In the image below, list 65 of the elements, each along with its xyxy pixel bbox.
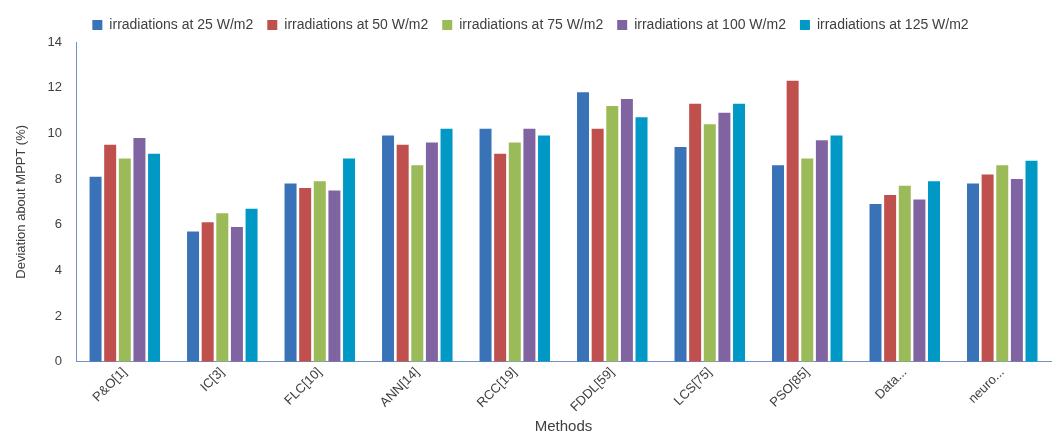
bar <box>508 142 521 362</box>
bar <box>538 135 551 362</box>
bar <box>523 128 536 362</box>
bar <box>148 153 161 362</box>
bar <box>996 165 1009 362</box>
bar <box>718 112 731 362</box>
bar <box>299 188 312 362</box>
bar <box>89 176 102 362</box>
bar <box>479 128 492 362</box>
y-tick-label: 14 <box>47 33 63 49</box>
bar <box>815 140 828 362</box>
legend-label: irradiations at 25 W/m2 <box>109 15 254 32</box>
bar <box>884 194 897 362</box>
bar <box>343 158 356 362</box>
bar <box>328 190 341 362</box>
bar <box>382 135 395 362</box>
bar <box>396 144 409 362</box>
legend-label: irradiations at 75 W/m2 <box>459 15 604 32</box>
bar <box>440 128 453 362</box>
y-tick-label: 10 <box>47 124 63 140</box>
bar <box>898 185 911 362</box>
bar <box>104 144 117 362</box>
bar <box>635 117 648 362</box>
bar <box>577 92 590 362</box>
legend-label: irradiations at 125 W/m2 <box>816 15 969 32</box>
legend-label: irradiations at 50 W/m2 <box>284 15 429 32</box>
bar <box>313 181 326 362</box>
bar <box>913 199 926 362</box>
bar <box>201 222 214 362</box>
bar <box>981 174 994 362</box>
bar <box>733 103 746 362</box>
bar <box>703 124 716 362</box>
y-tick-label: 6 <box>54 216 63 232</box>
bar <box>801 158 814 362</box>
y-tick-label: 8 <box>54 170 63 186</box>
bar <box>869 204 882 362</box>
bar <box>411 165 424 362</box>
y-axis-title: Deviation about MPPT (%) <box>13 124 29 279</box>
y-tick-label: 0 <box>54 353 63 369</box>
bar <box>786 80 799 362</box>
bar <box>494 153 507 362</box>
bar <box>216 213 229 362</box>
bar <box>606 105 619 362</box>
bar <box>187 231 200 362</box>
bar <box>674 147 687 362</box>
bar <box>133 137 146 362</box>
bar <box>118 158 131 362</box>
y-tick-label: 12 <box>47 79 63 95</box>
bar <box>928 181 940 362</box>
bar <box>772 165 785 362</box>
bar <box>689 103 702 362</box>
bar <box>591 128 604 362</box>
bar <box>1025 160 1038 362</box>
bar <box>830 135 843 362</box>
bar <box>230 226 243 362</box>
legend-label: irradiations at 100 W/m2 <box>634 15 787 32</box>
bar <box>620 99 633 362</box>
bar <box>967 183 979 362</box>
y-tick-label: 2 <box>54 307 63 323</box>
bar <box>284 183 297 362</box>
bar <box>245 208 258 362</box>
bar <box>1010 178 1023 362</box>
y-tick-label: 4 <box>54 261 63 277</box>
x-axis-title: Methods <box>534 417 593 435</box>
bar <box>425 142 438 362</box>
